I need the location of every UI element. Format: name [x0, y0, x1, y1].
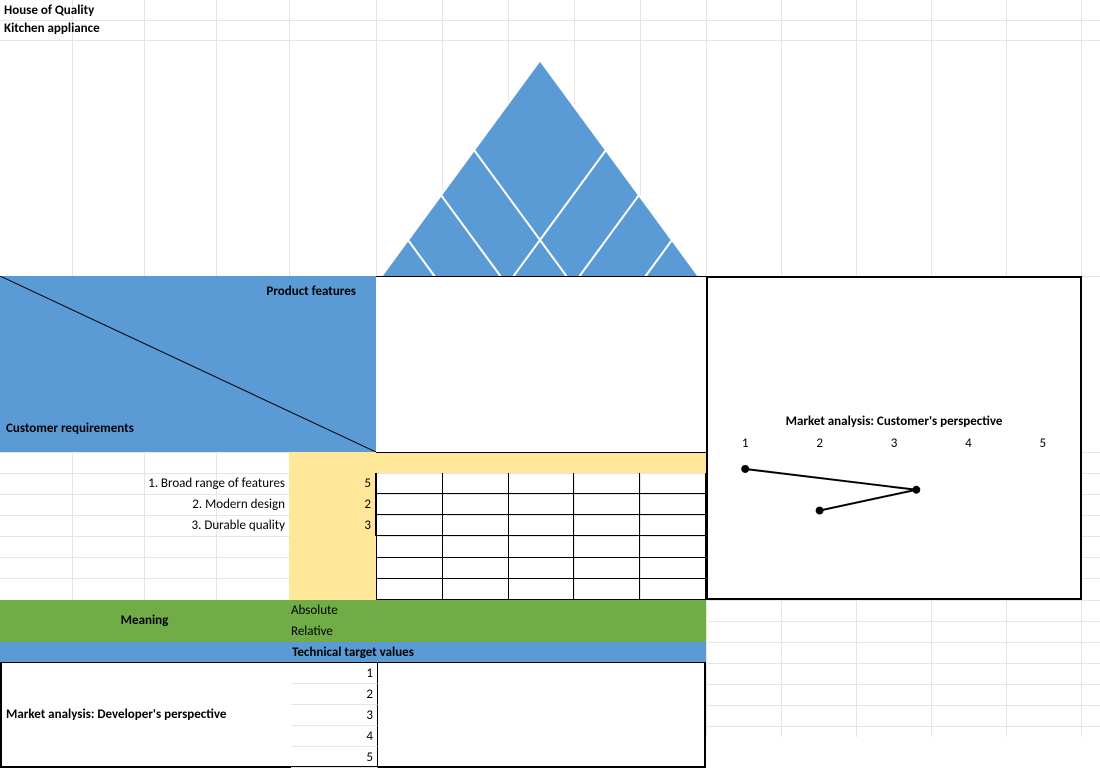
requirement-weight: 2 — [289, 494, 376, 515]
technical-target-strip: Technical target values — [0, 642, 706, 663]
market-customer-title: Market analysis: Customer's perspective — [708, 414, 1080, 429]
market-customer-chart — [708, 454, 1080, 574]
weight-header-strip — [376, 452, 706, 473]
axis-tick: 1 — [708, 436, 782, 451]
axis-tick: 5 — [1006, 436, 1080, 451]
axis-tick: 5 — [291, 747, 378, 768]
market-customer-panel: Market analysis: Customer's perspective … — [706, 276, 1082, 600]
customer-requirements-label: Customer requirements — [6, 421, 134, 436]
market-customer-axis: 1 2 3 4 5 — [708, 436, 1080, 451]
axis-tick: 2 — [782, 436, 856, 451]
relationship-matrix — [376, 473, 706, 600]
title-line1: House of Quality — [4, 2, 100, 20]
requirement-label: 2. Modern design — [0, 494, 289, 515]
product-feature-columns — [376, 276, 706, 452]
requirement-row: 2. Modern design 2 — [0, 494, 376, 515]
requirement-weight: 5 — [289, 473, 376, 494]
roof-correlation-matrix — [375, 60, 705, 285]
axis-tick: 1 — [291, 663, 378, 684]
axis-tick: 3 — [857, 436, 931, 451]
meaning-band: Meaning Absolute Relative — [0, 600, 706, 642]
requirements-list: 1. Broad range of features 5 2. Modern d… — [0, 473, 376, 536]
product-features-label: Product features — [266, 284, 356, 299]
requirement-label: 1. Broad range of features — [0, 473, 289, 494]
developer-axis: 1 2 3 4 5 — [291, 663, 378, 768]
meaning-label: Meaning — [0, 600, 289, 642]
absolute-label: Absolute — [289, 600, 338, 621]
requirement-row: 1. Broad range of features 5 — [0, 473, 376, 494]
market-developer-panel: Market analysis: Developer's perspective… — [0, 663, 706, 768]
relative-label: Relative — [289, 621, 333, 642]
requirement-weight: 3 — [289, 515, 376, 536]
requirement-row: 3. Durable quality 3 — [0, 515, 376, 536]
requirement-label: 3. Durable quality — [0, 515, 289, 536]
axis-tick: 3 — [291, 705, 378, 726]
page-title: House of Quality Kitchen appliance — [4, 2, 100, 38]
axis-tick: 4 — [931, 436, 1005, 451]
header-box: Product features Customer requirements — [0, 276, 376, 452]
title-line2: Kitchen appliance — [4, 20, 100, 38]
axis-tick: 2 — [291, 684, 378, 705]
